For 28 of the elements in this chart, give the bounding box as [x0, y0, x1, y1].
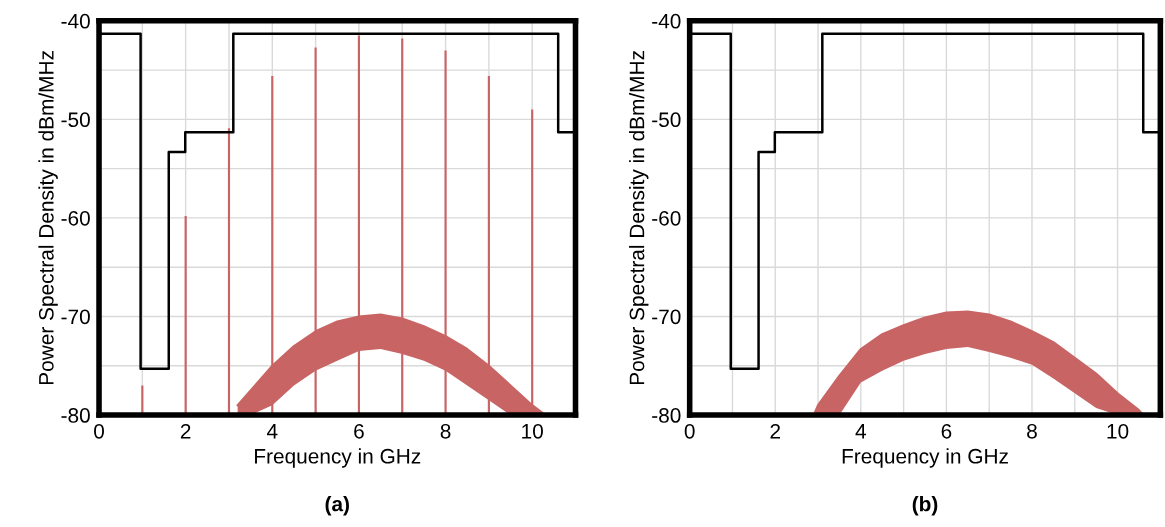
y-tick-label: -60 — [61, 210, 90, 226]
y-tick-label: -80 — [61, 408, 90, 423]
y-tick-label: -70 — [61, 309, 90, 325]
y-tick-label: -50 — [652, 112, 681, 128]
y-axis-title: Power Spectral Density in dBm/MHz — [629, 51, 649, 385]
x-tick-label: 4 — [855, 424, 867, 439]
y-tick-label: -70 — [652, 309, 681, 325]
y-tick-label: -40 — [652, 13, 681, 29]
text: (a) — [325, 496, 349, 516]
y-tick-label: -50 — [61, 112, 90, 128]
y-tick-label: -80 — [652, 408, 681, 423]
y-axis-title: Power Spectral Density in dBm/MHz — [38, 51, 58, 385]
x-tick-label: 8 — [440, 423, 451, 439]
x-axis-title: Frequency in GHz — [255, 448, 421, 468]
x-tick-label: 8 — [1027, 423, 1037, 439]
x-tick-label: 4 — [266, 424, 278, 439]
x-tick-label: 0 — [94, 423, 104, 439]
x-tick-label: 6 — [354, 423, 364, 439]
x-tick-label: 2 — [770, 423, 780, 439]
x-tick-label: 2 — [180, 423, 191, 439]
y-tick-label: -40 — [61, 13, 90, 29]
x-tick-label: 10 — [522, 423, 543, 439]
text: (b) — [912, 496, 938, 516]
x-tick-label: 6 — [941, 423, 952, 439]
x-tick-label: 10 — [1107, 423, 1129, 439]
x-tick-label: 0 — [684, 423, 695, 439]
y-tick-label: -60 — [652, 210, 681, 226]
x-axis-title: Frequency in GHz — [842, 448, 1008, 468]
